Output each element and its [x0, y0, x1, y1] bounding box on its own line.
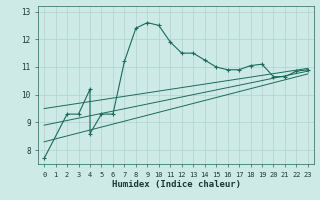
X-axis label: Humidex (Indice chaleur): Humidex (Indice chaleur) — [111, 180, 241, 189]
